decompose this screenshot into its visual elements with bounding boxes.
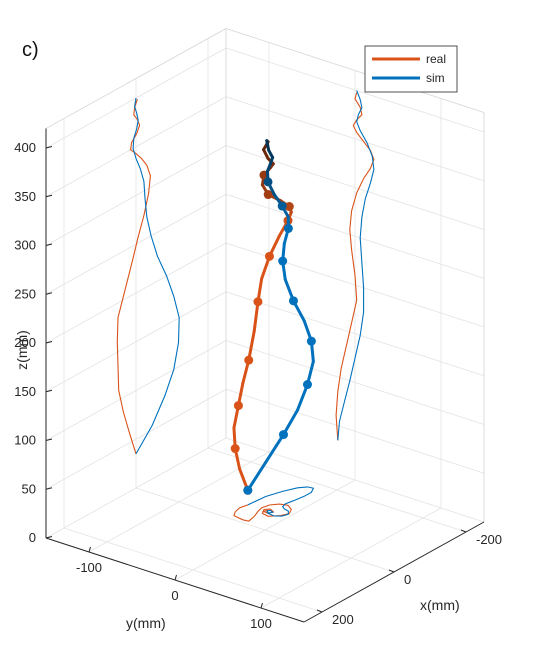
- real-trajectory: [230, 140, 294, 495]
- sim-marker: [302, 380, 312, 390]
- z-tick-label: 0: [29, 530, 36, 545]
- x-tick-mark: [316, 609, 323, 613]
- sim-marker: [306, 336, 316, 346]
- real-marker: [284, 202, 294, 212]
- sim-projection-xz: [132, 97, 180, 455]
- y-tick-label: -100: [76, 560, 102, 575]
- z-tick-label: 350: [14, 189, 36, 204]
- z-tick-mark: [45, 487, 53, 490]
- sim-marker: [288, 296, 298, 306]
- projection-layer: [116, 90, 375, 522]
- z-tick-label: 250: [14, 286, 36, 301]
- z-tick-mark: [45, 341, 53, 344]
- x-tick-mark: [460, 529, 467, 533]
- x-tick-label: 0: [404, 572, 411, 587]
- sim-marker: [263, 177, 273, 187]
- real-segment: [262, 148, 270, 160]
- grid-line: [174, 479, 356, 581]
- real-segment: [252, 300, 260, 333]
- x-tick-label: -200: [476, 532, 502, 547]
- tick-labels: 0 50 100 150 200 250 300 350 400 -100 0 100 -200 0 200: [14, 140, 502, 631]
- sim-segment: [296, 383, 309, 412]
- sim-segment: [246, 460, 268, 492]
- z-axis-label: z(mm): [14, 330, 30, 370]
- sim-projection-xy: [247, 486, 315, 517]
- sim-marker: [283, 223, 293, 233]
- real-segment: [247, 329, 256, 362]
- z-tick-label: 300: [14, 238, 36, 253]
- sim-trajectory: [243, 139, 316, 495]
- real-projection-xy: [233, 503, 292, 522]
- grid-line: [45, 28, 227, 129]
- real-projection-xz: [116, 99, 151, 455]
- x-tick-label: 200: [332, 612, 354, 627]
- grid-line: [88, 451, 270, 553]
- z-tick-label: 200: [14, 335, 36, 350]
- y-tick-label: 0: [171, 588, 178, 603]
- y-tick-mark: [174, 574, 177, 581]
- z-tick-mark: [45, 536, 53, 539]
- real-marker: [263, 190, 273, 200]
- y-tick-mark: [260, 602, 263, 609]
- y-tick-label: 100: [250, 616, 272, 631]
- legend-box: [364, 45, 458, 93]
- y-tick-mark: [88, 546, 91, 553]
- grid-line: [260, 507, 442, 609]
- real-marker: [253, 297, 263, 307]
- sim-marker: [278, 256, 288, 266]
- z-tick-label: 50: [22, 481, 36, 496]
- real-marker: [230, 444, 240, 454]
- sim-segment: [264, 433, 285, 464]
- grid-layer: [45, 28, 485, 613]
- series-layer: [230, 139, 316, 495]
- sim-marker: [277, 201, 287, 211]
- sim-marker: [243, 485, 253, 495]
- sim-segment: [281, 408, 300, 437]
- z-tick-mark: [45, 243, 53, 246]
- z-tick-label: 150: [14, 384, 36, 399]
- panel-label: c): [22, 39, 39, 61]
- axes-layer: [45, 128, 485, 623]
- real-marker: [233, 401, 243, 411]
- x-axis-label: x(mm): [420, 597, 460, 613]
- sim-projection-yz: [337, 90, 375, 441]
- real-marker: [244, 355, 254, 365]
- y-axis-label: y(mm): [126, 615, 166, 631]
- legend-label-real: real: [426, 52, 446, 66]
- legend: real sim: [364, 45, 458, 93]
- x-tick-mark: [388, 569, 395, 573]
- grid-line: [225, 28, 485, 113]
- z-tick-mark: [45, 292, 53, 295]
- z-tick-mark: [45, 146, 53, 149]
- z-tick-mark: [45, 438, 53, 441]
- sim-marker: [278, 430, 288, 440]
- sim-segment: [265, 139, 271, 152]
- z-tick-label: 100: [14, 433, 36, 448]
- z-tick-mark: [45, 389, 53, 393]
- z-tick-label: 400: [14, 140, 36, 155]
- legend-label-sim: sim: [426, 71, 445, 85]
- real-marker: [264, 251, 274, 261]
- z-tick-mark: [45, 194, 53, 198]
